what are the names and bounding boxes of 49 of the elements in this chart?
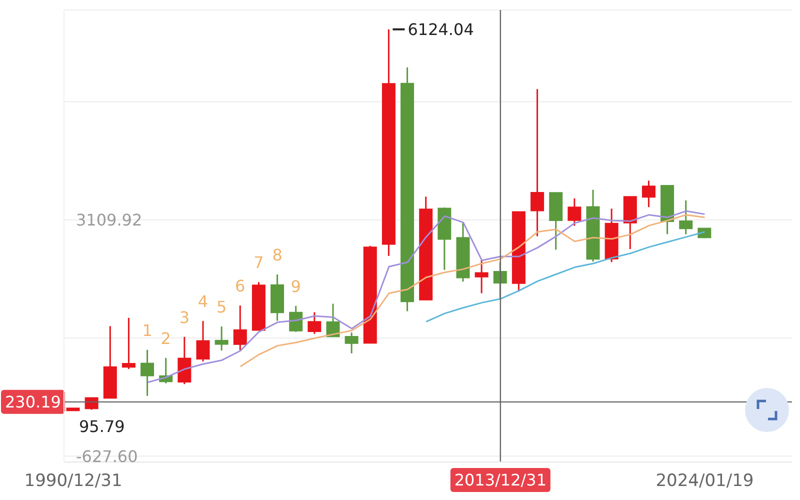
candlestick bbox=[549, 192, 563, 250]
text: 9 bbox=[290, 276, 301, 296]
candlestick bbox=[400, 66, 414, 312]
candlestick bbox=[196, 320, 210, 362]
candlestick bbox=[512, 210, 526, 292]
candlestick bbox=[456, 222, 470, 282]
candlestick bbox=[530, 88, 544, 238]
candlestick bbox=[586, 188, 600, 262]
line-series bbox=[425, 231, 706, 322]
text: 7 bbox=[254, 253, 264, 272]
candlestick bbox=[233, 304, 247, 351]
candlestick bbox=[382, 28, 396, 257]
candlestick bbox=[660, 184, 674, 235]
candlestick bbox=[66, 408, 80, 412]
candlestick bbox=[679, 200, 693, 236]
candlestick bbox=[140, 349, 154, 397]
x-tick-label: 2013/12/31 bbox=[454, 470, 547, 490]
candlestick bbox=[326, 303, 340, 338]
candlestick bbox=[438, 206, 452, 271]
text: 8 bbox=[272, 246, 282, 265]
ref-line-label: 230.19 bbox=[5, 392, 61, 412]
candlestick bbox=[178, 336, 192, 385]
candlestick bbox=[344, 332, 358, 354]
y-tick-label: -627.60 bbox=[76, 446, 138, 466]
candlestick bbox=[103, 325, 117, 399]
candlestick bbox=[270, 274, 284, 322]
candlestick bbox=[568, 198, 582, 227]
y-tick-label: 3109.92 bbox=[76, 210, 142, 230]
text: 4 bbox=[198, 292, 208, 312]
text: 1 bbox=[142, 320, 152, 340]
text: 6124.04 bbox=[408, 20, 474, 39]
candlestick bbox=[604, 208, 618, 263]
text: 5 bbox=[216, 298, 227, 317]
candlestick bbox=[308, 311, 322, 335]
candlestick bbox=[474, 259, 488, 294]
candlestick bbox=[122, 317, 136, 370]
text: 3 bbox=[179, 308, 190, 327]
text: 2 bbox=[160, 328, 171, 348]
candlestick bbox=[363, 245, 377, 344]
x-tick-label: 1990/12/31 bbox=[24, 471, 122, 491]
x-tick-label: 2024/01/19 bbox=[656, 471, 754, 491]
candlestick bbox=[289, 305, 303, 333]
candlestick bbox=[642, 180, 656, 208]
text: 6 bbox=[235, 276, 246, 296]
candlestick bbox=[623, 196, 637, 250]
text: 95.79 bbox=[79, 417, 125, 436]
candlestick bbox=[419, 196, 433, 301]
candlestick bbox=[252, 281, 266, 332]
candlestick bbox=[214, 326, 228, 352]
